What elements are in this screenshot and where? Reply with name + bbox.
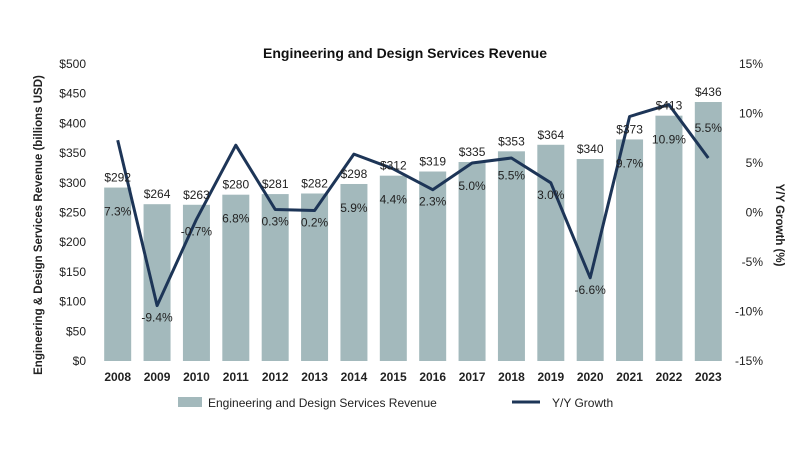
line-series <box>116 103 710 308</box>
legend-bar-swatch <box>178 397 202 407</box>
growth-value-label: 5.0% <box>458 179 486 193</box>
x-tick-label: 2015 <box>380 370 407 384</box>
bar-value-label: $340 <box>577 142 604 156</box>
growth-value-label: 5.5% <box>498 168 526 182</box>
growth-value-label: 4.4% <box>380 193 408 207</box>
y2-tick-label: -10% <box>735 305 763 319</box>
growth-value-label: 0.3% <box>262 215 290 229</box>
bar-value-label: $280 <box>222 178 249 192</box>
bar <box>655 115 683 361</box>
x-axis-ticks: 2008 2009 2010 2011 2012 2013 2014 2015 2016 2017… <box>104 370 722 384</box>
x-tick-label: 2017 <box>459 370 486 384</box>
growth-value-label: -9.4% <box>141 311 173 325</box>
x-tick-label: 2016 <box>419 370 446 384</box>
x-tick-label: 2022 <box>656 370 683 384</box>
bar-value-label: $353 <box>498 134 525 148</box>
x-tick-label: 2009 <box>144 370 171 384</box>
bar <box>182 204 210 361</box>
bar-value-label: $282 <box>301 176 328 190</box>
bar-value-label: $292 <box>104 171 131 185</box>
x-tick-label: 2014 <box>341 370 368 384</box>
x-tick-label: 2023 <box>695 370 722 384</box>
growth-value-label: 5.9% <box>340 201 368 215</box>
bar-value-label: $298 <box>341 167 368 181</box>
bar-value-label: $281 <box>262 177 289 191</box>
bar <box>261 194 289 361</box>
bar-series <box>104 102 722 362</box>
y-tick-label: $300 <box>59 176 86 190</box>
bar-value-label: $263 <box>183 188 210 202</box>
y-tick-label: $500 <box>59 57 86 71</box>
legend-bar-label: Engineering and Design Services Revenue <box>208 396 437 410</box>
growth-line <box>116 103 710 308</box>
bar <box>576 159 604 361</box>
x-tick-label: 2013 <box>301 370 328 384</box>
bar-value-label: $312 <box>380 159 407 173</box>
x-tick-label: 2012 <box>262 370 289 384</box>
bar <box>458 162 486 361</box>
bar-value-label: $364 <box>537 128 564 142</box>
bar <box>340 183 368 361</box>
growth-value-label: -6.6% <box>575 283 607 297</box>
y-tick-label: $50 <box>66 324 86 338</box>
y2-tick-label: 10% <box>739 107 763 121</box>
y-tick-label: $450 <box>59 87 86 101</box>
growth-value-label: 10.9% <box>652 133 686 147</box>
growth-value-label: 6.8% <box>222 212 250 226</box>
bar-value-label: $413 <box>656 99 683 113</box>
legend-line-label: Y/Y Growth <box>552 396 613 410</box>
y-tick-label: $350 <box>59 146 86 160</box>
bar-value-label: $436 <box>695 85 722 99</box>
growth-value-labels: 7.3% -9.4% -0.7% 6.8% 0.3% 0.2% 5.9% 4.4% 2.3% 5.… <box>104 121 722 325</box>
bar <box>694 102 722 362</box>
y2-tick-label: 0% <box>746 206 764 220</box>
bar-value-labels: $292 $264 $263 $280 $281 $282 $298 $312 $319 $335… <box>104 85 722 202</box>
x-tick-label: 2011 <box>223 370 249 384</box>
bar <box>497 151 525 361</box>
y-tick-label: $400 <box>59 116 86 130</box>
growth-value-label: 0.2% <box>301 216 329 230</box>
growth-value-label: 5.5% <box>695 121 723 135</box>
bar <box>104 187 132 361</box>
y2-tick-label: 5% <box>746 156 764 170</box>
right-axis-ticks: -15% -10% -5% 0% 5% 10% 15% <box>735 57 763 368</box>
bar <box>616 139 644 361</box>
y-tick-label: $100 <box>59 295 86 309</box>
bar <box>419 171 447 361</box>
growth-value-label: 7.3% <box>104 205 132 219</box>
x-tick-label: 2010 <box>183 370 210 384</box>
x-tick-label: 2020 <box>577 370 604 384</box>
x-tick-label: 2021 <box>616 370 643 384</box>
y-tick-label: $200 <box>59 235 86 249</box>
growth-value-label: 3.0% <box>537 188 565 202</box>
bar <box>537 144 565 361</box>
growth-value-label: -0.7% <box>181 224 213 238</box>
y-tick-label: $250 <box>59 206 86 220</box>
y2-tick-label: -5% <box>742 255 764 269</box>
bar-value-label: $373 <box>616 122 643 136</box>
bar-value-label: $335 <box>459 145 486 159</box>
y-axis-label: Engineering & Design Services Revenue (b… <box>33 75 45 375</box>
x-tick-label: 2019 <box>537 370 564 384</box>
bar <box>222 194 250 361</box>
chart-title: Engineering and Design Services Revenue <box>263 45 547 61</box>
y-tick-label: $150 <box>59 265 86 279</box>
growth-value-label: 9.7% <box>616 156 644 170</box>
y-tick-label: $0 <box>73 354 87 368</box>
y2-tick-label: -15% <box>735 354 763 368</box>
left-axis-ticks: $0 $50 $100 $150 $200 $250 $300 $350 $400 $450 $50… <box>59 57 86 368</box>
bar-value-label: $264 <box>144 187 171 201</box>
y2-tick-label: 15% <box>739 57 763 71</box>
x-tick-label: 2008 <box>104 370 131 384</box>
legend: Engineering and Design Services Revenue … <box>178 396 613 410</box>
x-tick-label: 2018 <box>498 370 525 384</box>
bar-value-label: $319 <box>419 155 446 169</box>
bar <box>379 175 407 361</box>
y2-axis-label: Y/Y Growth (%) <box>773 184 785 267</box>
growth-value-label: 2.3% <box>419 195 447 209</box>
bar <box>301 193 329 361</box>
